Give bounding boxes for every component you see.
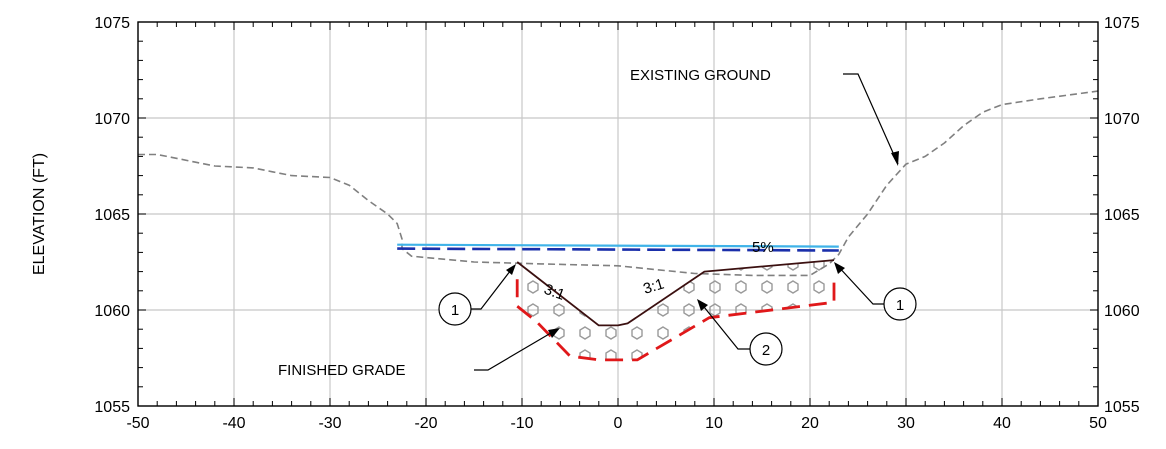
callout-2-arrowhead bbox=[697, 299, 708, 311]
x-tick-label: -20 bbox=[414, 415, 437, 432]
y-tick-label-left: 1055 bbox=[94, 399, 130, 416]
y-tick-label-right: 1065 bbox=[1104, 207, 1140, 224]
series-line-4 bbox=[515, 275, 836, 362]
y-tick-label-right: 1075 bbox=[1104, 15, 1140, 32]
x-tick-label: 50 bbox=[1089, 415, 1107, 432]
callout-1-right-arrowhead bbox=[834, 262, 845, 274]
callout-1-left-arrowhead bbox=[506, 264, 516, 275]
callout-1-left-leader bbox=[471, 265, 515, 310]
x-tick-label: 20 bbox=[801, 415, 819, 432]
riprap-fill-region bbox=[517, 260, 834, 360]
x-tick-label: 10 bbox=[705, 415, 723, 432]
finished-grade-label: FINISHED GRADE bbox=[278, 362, 406, 379]
callout-1-left-number: 1 bbox=[451, 302, 459, 319]
existing-ground-label: EXISTING GROUND bbox=[630, 67, 771, 84]
y-tick-label-left: 1065 bbox=[94, 207, 130, 224]
riprap-hatch bbox=[517, 260, 834, 360]
annotation-group: EXISTING GROUND FINISHED GRADE 5% 3:1 3:… bbox=[278, 67, 917, 379]
x-tick-label: -30 bbox=[318, 415, 341, 432]
series-line-2 bbox=[397, 243, 839, 248]
series-group bbox=[138, 90, 1098, 362]
x-tick-label: -40 bbox=[222, 415, 245, 432]
existing-ground-arrowhead bbox=[891, 151, 899, 166]
slope-right-label: 3:1 bbox=[641, 275, 666, 297]
x-tick-label: 40 bbox=[993, 415, 1011, 432]
slope-left-label: 3:1 bbox=[542, 281, 567, 304]
y-tick-label-right: 1070 bbox=[1104, 111, 1140, 128]
finished-grade-arrowhead bbox=[548, 328, 560, 338]
callout-2-leader bbox=[699, 301, 750, 350]
callout-2-number: 2 bbox=[762, 342, 770, 359]
x-tick-label: -10 bbox=[510, 415, 533, 432]
callout-1-right-leader bbox=[835, 263, 884, 305]
y-tick-label-left: 1060 bbox=[94, 303, 130, 320]
slope-5pct-label: 5% bbox=[752, 239, 774, 256]
y-tick-label-right: 1060 bbox=[1104, 303, 1140, 320]
y-tick-label-left: 1075 bbox=[94, 15, 130, 32]
x-tick-label: -50 bbox=[126, 415, 149, 432]
series-line-0 bbox=[138, 90, 1098, 277]
x-tick-label: 30 bbox=[897, 415, 915, 432]
finished-grade-leader bbox=[474, 329, 557, 371]
existing-ground-leader bbox=[843, 73, 899, 165]
y-axis-label: ELEVATION (FT) bbox=[31, 153, 48, 275]
series-line-1 bbox=[516, 259, 835, 327]
x-tick-label: 0 bbox=[614, 415, 623, 432]
y-tick-label-right: 1055 bbox=[1104, 399, 1140, 416]
y-tick-label-left: 1070 bbox=[94, 111, 130, 128]
callout-1-right-number: 1 bbox=[896, 297, 904, 314]
